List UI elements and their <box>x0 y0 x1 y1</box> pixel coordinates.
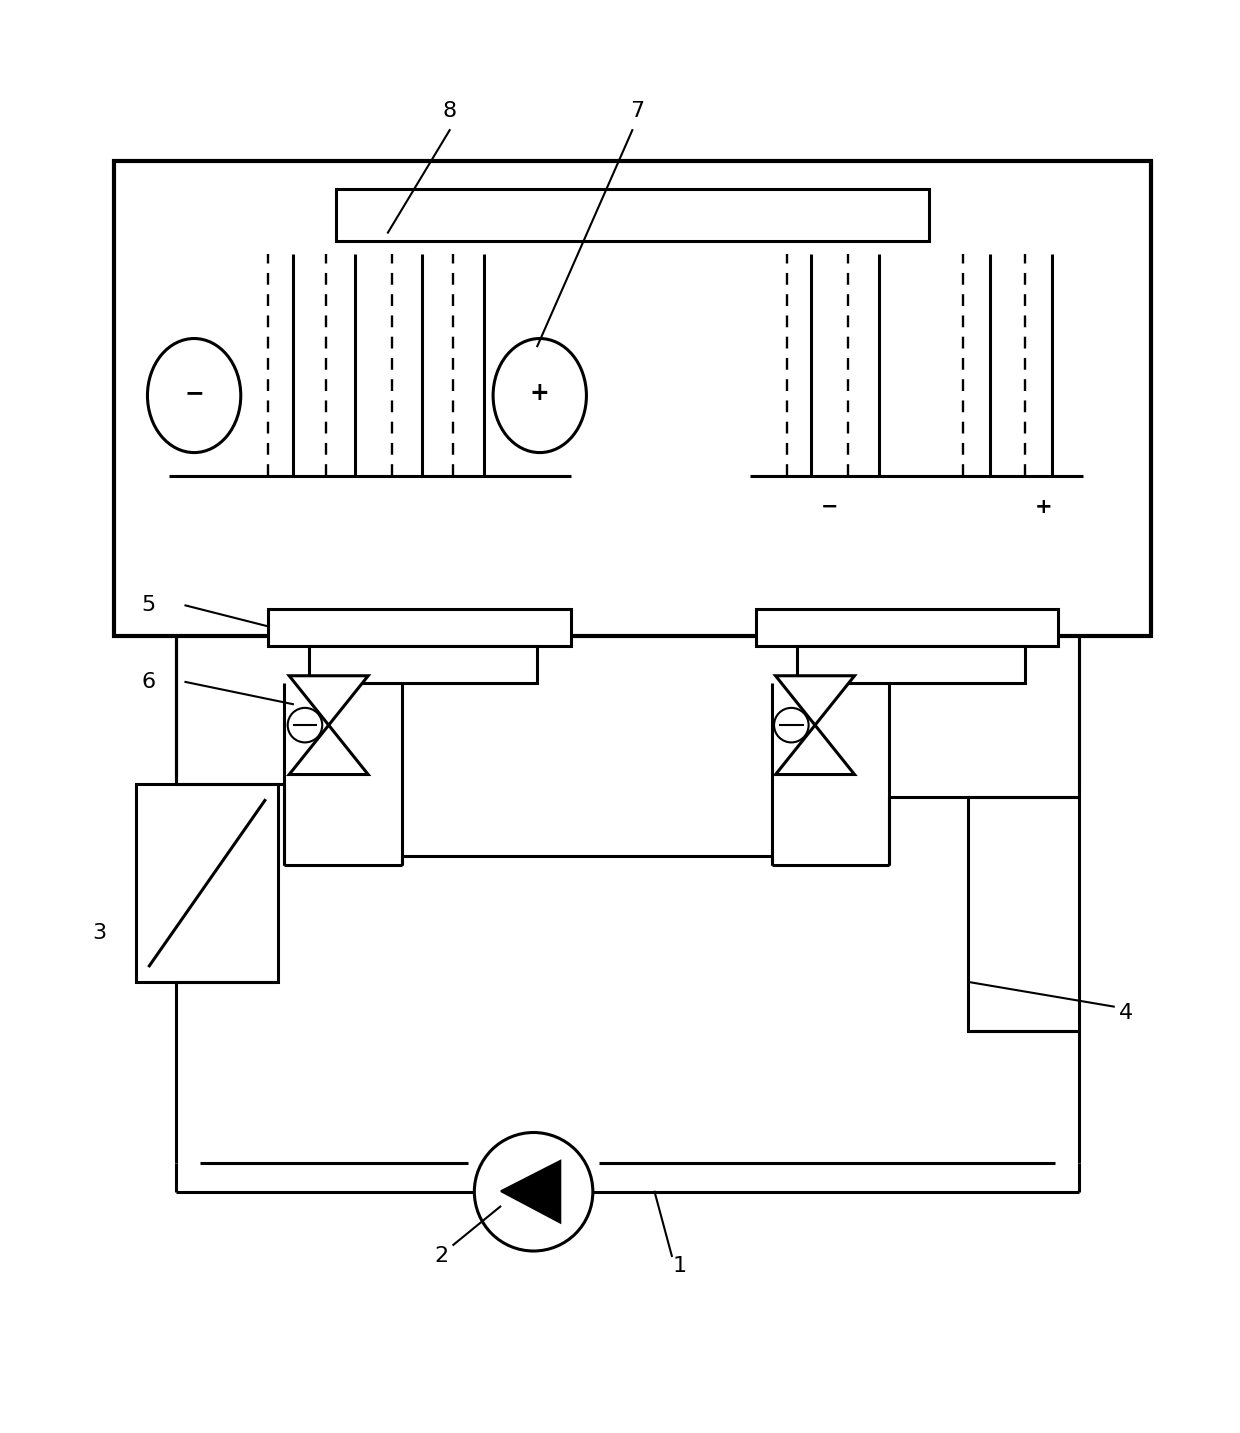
Bar <box>796 646 1025 684</box>
Text: 8: 8 <box>443 102 456 122</box>
Text: −: − <box>821 497 838 517</box>
Polygon shape <box>289 676 368 725</box>
Ellipse shape <box>148 338 241 453</box>
Bar <box>336 189 929 241</box>
Text: 7: 7 <box>630 102 645 122</box>
Ellipse shape <box>494 338 587 453</box>
Bar <box>114 160 1151 636</box>
Polygon shape <box>501 1161 560 1222</box>
Text: 4: 4 <box>1118 1003 1133 1023</box>
Text: 3: 3 <box>92 923 107 943</box>
Bar <box>268 609 570 646</box>
Text: 5: 5 <box>141 595 155 615</box>
Polygon shape <box>289 725 368 774</box>
Polygon shape <box>775 676 854 725</box>
Bar <box>136 784 278 982</box>
Text: 6: 6 <box>141 672 155 692</box>
Text: 1: 1 <box>672 1255 686 1275</box>
Circle shape <box>774 708 808 742</box>
Polygon shape <box>775 725 854 774</box>
Circle shape <box>475 1132 593 1251</box>
Text: +: + <box>529 381 549 406</box>
Circle shape <box>288 708 322 742</box>
Bar <box>968 797 1079 1032</box>
Bar <box>756 609 1058 646</box>
Text: −: − <box>185 381 205 406</box>
Text: 2: 2 <box>434 1245 448 1265</box>
Text: +: + <box>1034 497 1053 517</box>
Bar <box>309 646 537 684</box>
